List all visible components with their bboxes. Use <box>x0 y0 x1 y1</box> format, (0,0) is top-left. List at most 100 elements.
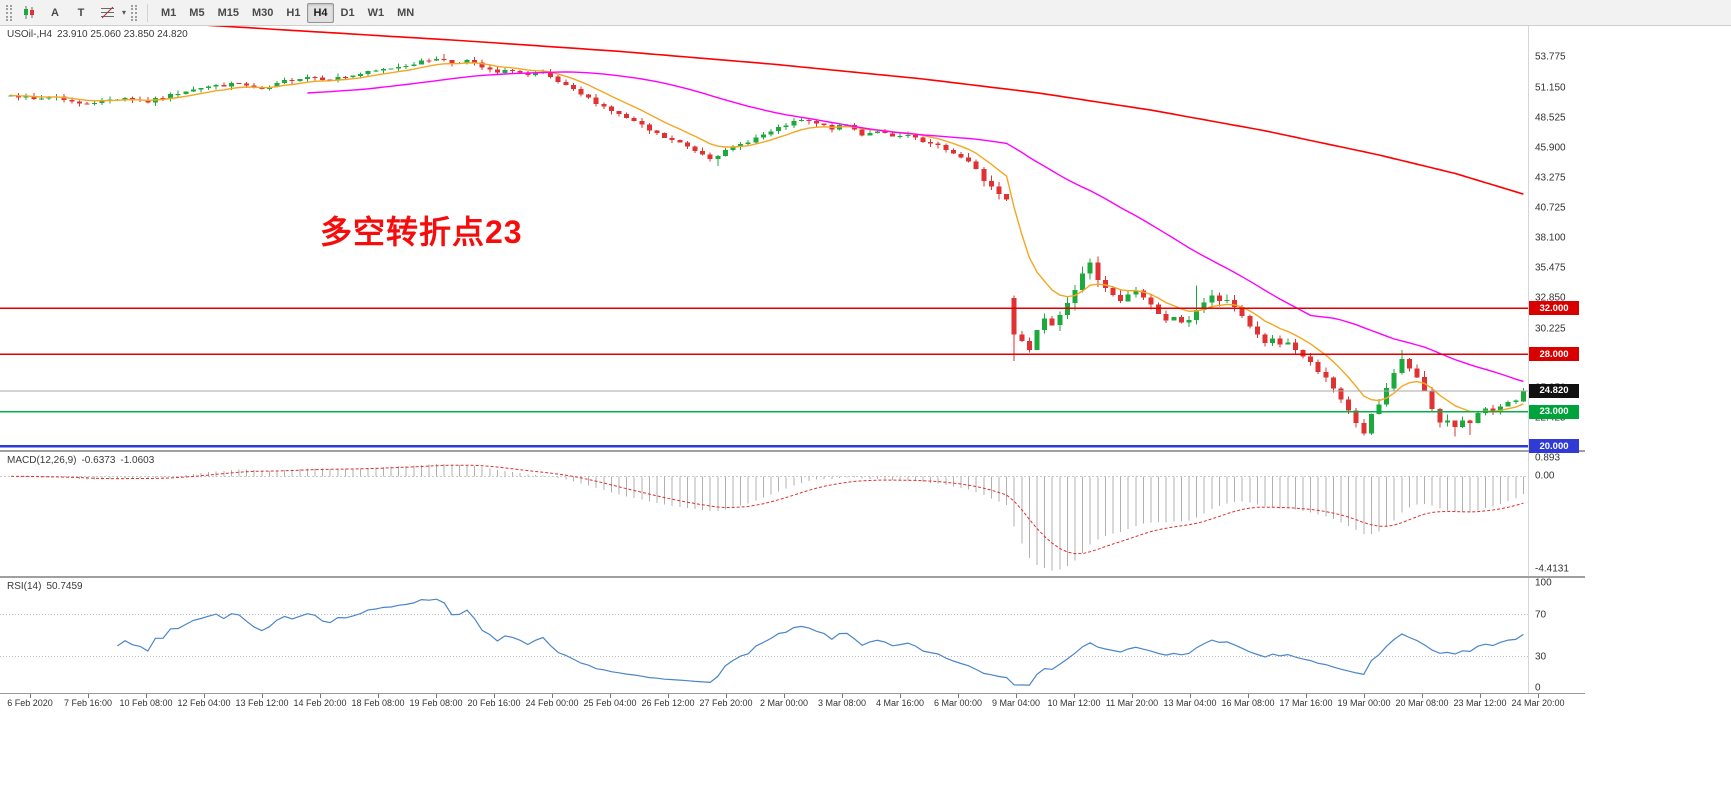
time-axis-label: 27 Feb 20:00 <box>699 698 753 708</box>
price-tag-24.820: 24.820 <box>1529 383 1579 398</box>
time-axis-tick <box>668 694 669 698</box>
chevron-down-icon[interactable]: ▾ <box>122 8 127 17</box>
y-axis-label: 30.225 <box>1535 323 1566 335</box>
time-axis-tick <box>1248 694 1249 698</box>
rsi-header: RSI(14) 50.7459 <box>7 581 83 592</box>
arrow-tool-button[interactable]: A <box>51 6 59 19</box>
rsi-panel: RSI(14) 50.7459 100 70 30 0 <box>0 577 1585 694</box>
time-axis-label: 16 Mar 08:00 <box>1221 698 1275 708</box>
rsi-axis-label: 100 <box>1535 577 1552 589</box>
time-axis[interactable]: 6 Feb 2020 7 Feb 16:00 10 Feb 08:00 12 Feb … <box>0 693 1585 710</box>
macd-signal-value: -1.0603 <box>120 455 155 466</box>
time-axis-label: 4 Mar 16:00 <box>875 698 925 708</box>
y-axis-label: 38.100 <box>1535 232 1566 244</box>
macd-axis-label: -4.4131 <box>1535 563 1569 574</box>
time-axis-label: 13 Mar 04:00 <box>1163 698 1217 708</box>
panel-divider[interactable] <box>0 450 1585 452</box>
rsi-value: 50.7459 <box>46 581 83 592</box>
y-axis-label: 48.525 <box>1535 112 1566 124</box>
time-axis-label: 3 Mar 08:00 <box>817 698 867 708</box>
macd-axis[interactable] <box>1528 452 1585 576</box>
time-axis-tick <box>1306 694 1307 698</box>
time-axis-tick <box>88 694 89 698</box>
time-axis-tick <box>726 694 727 698</box>
time-axis-label: 10 Mar 12:00 <box>1047 698 1101 708</box>
time-axis-tick <box>1422 694 1423 698</box>
fibonacci-tool-button[interactable] <box>95 3 119 23</box>
timeframe-M5[interactable]: M5 <box>189 6 205 19</box>
time-axis-tick <box>958 694 959 698</box>
rsi-axis-label: 0 <box>1535 682 1541 694</box>
time-axis-label: 13 Feb 12:00 <box>235 698 289 708</box>
time-axis-tick <box>1016 694 1017 698</box>
y-axis-label: 35.475 <box>1535 262 1566 274</box>
toolbar-grip[interactable] <box>6 4 12 21</box>
macd-header: MACD(12,26,9) -0.6373 -1.0603 <box>7 455 154 466</box>
time-axis-label: 2 Mar 00:00 <box>759 698 809 708</box>
time-axis-label: 20 Mar 08:00 <box>1395 698 1449 708</box>
timeframe-W1[interactable]: W1 <box>367 6 385 19</box>
panel-divider[interactable] <box>0 576 1585 578</box>
time-axis-tick <box>1190 694 1191 698</box>
timeframe-D1[interactable]: D1 <box>340 6 355 19</box>
time-axis-label: 19 Mar 00:00 <box>1337 698 1391 708</box>
time-axis-tick <box>900 694 901 698</box>
symbol-name: USOil-,H4 <box>7 29 53 40</box>
time-axis-tick <box>610 694 611 698</box>
time-axis-label: 20 Feb 16:00 <box>467 698 521 708</box>
symbol-ohlc-values: 23.910 25.060 23.850 24.820 <box>57 29 188 40</box>
candlestick-canvas[interactable] <box>0 26 1528 450</box>
price-tag-23.000: 23.000 <box>1529 404 1579 419</box>
time-axis-label: 11 Mar 20:00 <box>1105 698 1159 708</box>
time-axis-tick <box>784 694 785 698</box>
time-axis-tick <box>552 694 553 698</box>
y-axis-label: 43.275 <box>1535 172 1566 184</box>
macd-canvas[interactable] <box>0 452 1528 576</box>
time-axis-label: 19 Feb 08:00 <box>409 698 463 708</box>
time-axis-label: 12 Feb 04:00 <box>177 698 231 708</box>
rsi-axis-label: 70 <box>1535 609 1547 620</box>
rsi-canvas[interactable] <box>0 578 1528 693</box>
timeframe-toolbar-grip[interactable] <box>131 4 138 21</box>
time-axis-tick <box>436 694 437 698</box>
chart-type-icon[interactable] <box>17 3 41 23</box>
rsi-axis-label: 30 <box>1535 651 1547 662</box>
macd-panel: MACD(12,26,9) -0.6373 -1.0603 0.893 0.00 -4.… <box>0 452 1585 576</box>
timeframe-H4[interactable]: H4 <box>307 2 334 23</box>
toolbar-separator <box>147 3 149 22</box>
rsi-label: RSI(14) <box>7 581 42 592</box>
timeframe-MN[interactable]: MN <box>397 6 415 19</box>
time-axis-tick <box>320 694 321 698</box>
timeframe-H1[interactable]: H1 <box>286 6 301 19</box>
y-axis-label: 32.850 <box>1535 292 1566 304</box>
y-axis-label: 40.725 <box>1535 202 1566 214</box>
price-tag-28.000: 28.000 <box>1529 347 1579 362</box>
timeframe-button-group: M1 M5 M15 M30 H1 H4 D1 W1 MN <box>155 2 420 23</box>
time-axis-tick <box>262 694 263 698</box>
time-axis-tick <box>30 694 31 698</box>
time-axis-tick <box>1538 694 1539 698</box>
price-tag-32.000: 32.000 <box>1529 301 1579 316</box>
time-axis-tick <box>146 694 147 698</box>
timeframe-M30[interactable]: M30 <box>251 6 274 19</box>
macd-axis-label: 0.893 <box>1535 452 1561 464</box>
time-axis-label: 18 Feb 08:00 <box>351 698 405 708</box>
macd-axis-label: 0.00 <box>1535 470 1555 482</box>
symbol-line: USOil-,H4 23.910 25.060 23.850 24.820 <box>7 29 188 40</box>
time-axis-tick <box>378 694 379 698</box>
rsi-axis[interactable] <box>1528 578 1585 693</box>
time-axis-label: 10 Feb 08:00 <box>119 698 173 708</box>
text-tool-button[interactable]: T <box>77 6 85 19</box>
time-axis-tick <box>494 694 495 698</box>
time-axis-label: 14 Feb 20:00 <box>293 698 347 708</box>
timeframe-M15[interactable]: M15 <box>217 6 239 19</box>
chart-window: USOil-,H4 23.910 25.060 23.850 24.820 多空转… <box>0 26 1585 710</box>
top-toolbar: A T ▾ M1 M5 M15 M30 H1 H4 D1 W1 MN <box>0 0 1731 26</box>
time-axis-label: 17 Mar 16:00 <box>1279 698 1333 708</box>
time-axis-label: 6 Feb 2020 <box>7 698 53 708</box>
price-axis[interactable] <box>1528 26 1585 450</box>
chart-text-annotation: 多空转折点23 <box>320 214 523 250</box>
y-axis-label: 45.900 <box>1535 142 1566 154</box>
y-axis-label: 51.150 <box>1535 82 1566 94</box>
timeframe-M1[interactable]: M1 <box>161 6 177 19</box>
